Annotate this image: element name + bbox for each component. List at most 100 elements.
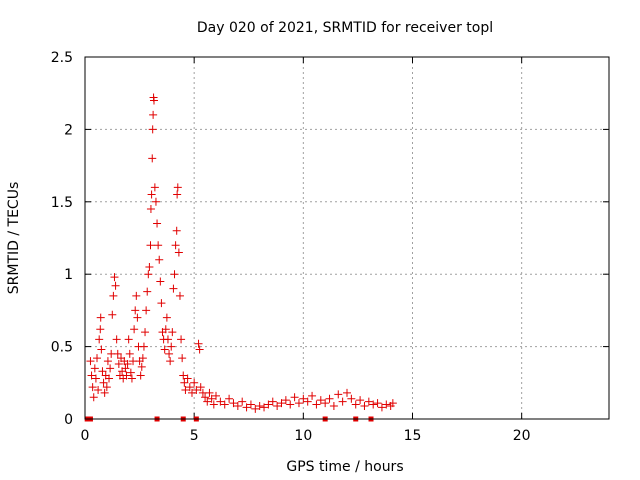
data-point — [185, 383, 194, 392]
data-point — [147, 190, 156, 199]
data-point — [168, 328, 177, 337]
plot-frame — [84, 56, 610, 420]
data-point — [180, 378, 189, 387]
data-point — [268, 397, 277, 406]
data-point — [308, 391, 317, 400]
data-point — [316, 396, 325, 405]
data-point — [95, 335, 104, 344]
data-point — [369, 400, 378, 409]
data-point — [161, 325, 170, 334]
data-point — [364, 397, 373, 406]
data-point — [251, 404, 260, 413]
data-point — [91, 374, 100, 383]
data-point — [144, 270, 153, 279]
y-axis-label: SRMTID / TECUs — [6, 182, 22, 295]
data-point — [162, 313, 171, 322]
data-points — [84, 93, 397, 422]
data-point — [113, 349, 122, 358]
data-point — [321, 399, 330, 408]
data-point — [97, 345, 106, 354]
data-point — [183, 374, 192, 383]
data-point — [109, 291, 118, 300]
data-point — [153, 219, 162, 228]
data-point — [103, 357, 112, 366]
data-point — [212, 391, 220, 400]
data-point — [150, 183, 159, 192]
data-point — [205, 388, 214, 397]
data-point — [132, 291, 141, 300]
data-point — [194, 339, 203, 348]
data-point — [356, 396, 365, 405]
data-point — [141, 328, 150, 337]
data-point — [131, 306, 140, 315]
data-point — [338, 397, 347, 406]
data-point — [294, 399, 303, 408]
data-point — [166, 357, 175, 366]
data-point — [151, 197, 160, 206]
data-point — [209, 400, 218, 409]
data-point — [187, 388, 196, 397]
data-point — [207, 394, 216, 403]
data-point — [125, 349, 134, 358]
data-point — [203, 397, 212, 406]
data-point — [142, 306, 151, 315]
data-point — [255, 401, 264, 410]
data-point — [179, 371, 188, 380]
data-point — [86, 357, 95, 366]
data-point — [192, 386, 201, 395]
y-tick-label: 1 — [64, 267, 73, 283]
data-point — [146, 241, 155, 250]
data-point — [169, 284, 178, 293]
data-point — [143, 287, 152, 296]
data-point — [220, 400, 229, 409]
data-point — [102, 383, 111, 392]
data-point — [100, 388, 109, 397]
data-point — [167, 342, 176, 351]
chart-title: Day 020 of 2021, SRMTID for receiver top… — [197, 20, 493, 36]
y-tick-label: 0 — [64, 412, 73, 428]
data-point — [160, 345, 169, 354]
data-point — [146, 205, 155, 214]
x-tick-label: 5 — [190, 428, 199, 444]
data-point — [343, 388, 351, 397]
grid-lines — [85, 57, 609, 419]
data-point — [190, 378, 199, 387]
data-point — [388, 399, 397, 408]
data-point — [111, 281, 120, 290]
data-point — [360, 401, 369, 410]
data-point — [382, 400, 391, 409]
data-point — [149, 96, 158, 105]
data-point — [225, 394, 234, 403]
data-point — [99, 378, 108, 387]
data-point — [195, 345, 204, 354]
data-point — [264, 400, 273, 409]
data-point — [329, 401, 338, 410]
data-point — [196, 383, 205, 392]
data-point — [312, 400, 321, 409]
data-point — [281, 396, 290, 405]
data-point — [98, 367, 107, 376]
data-point — [246, 400, 255, 409]
data-point — [181, 386, 190, 395]
data-point — [130, 325, 139, 334]
data-point — [299, 394, 308, 403]
data-point — [88, 383, 97, 392]
data-point — [112, 335, 121, 344]
data-point — [325, 394, 334, 403]
data-point — [96, 325, 105, 334]
y-tick-label: 1.5 — [51, 195, 73, 211]
data-point — [123, 359, 132, 368]
y-tick-label: 2 — [64, 122, 73, 138]
data-point — [229, 399, 238, 408]
data-point — [157, 299, 166, 308]
data-point — [106, 364, 115, 373]
data-point — [171, 241, 180, 250]
data-point — [242, 403, 251, 412]
x-axis-label: GPS time / hours — [286, 459, 403, 475]
x-tick-label: 20 — [513, 428, 531, 444]
axis-ticks: 0 5 10 15 20 0 0.5 1 1.5 2 2.5 — [51, 50, 609, 444]
data-point — [90, 364, 99, 373]
data-point — [138, 354, 147, 363]
x-tick-label: 0 — [81, 428, 90, 444]
